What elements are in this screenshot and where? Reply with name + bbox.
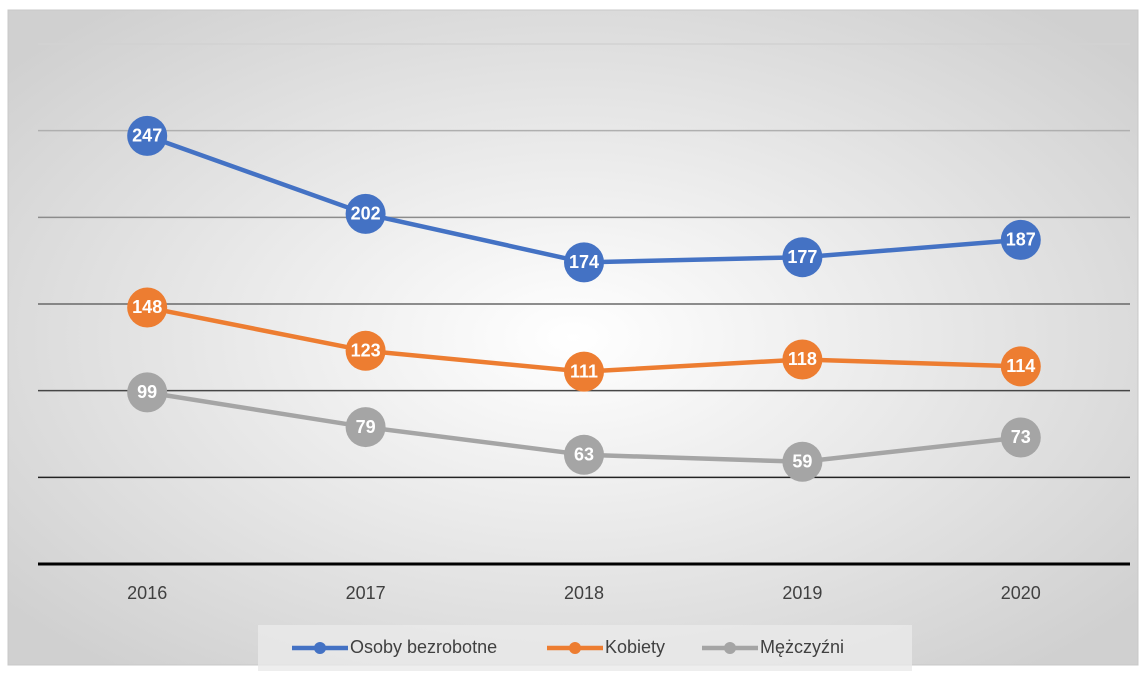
- data-point: [782, 441, 823, 482]
- data-label: 111: [570, 361, 598, 381]
- x-tick-label: 2018: [564, 583, 604, 603]
- data-point: [127, 115, 168, 156]
- legend-marker: [314, 642, 326, 654]
- data-point: [1000, 219, 1041, 260]
- data-point: [345, 193, 386, 234]
- legend-marker: [724, 642, 736, 654]
- data-label: 148: [132, 297, 162, 317]
- data-point: [345, 407, 386, 448]
- data-label: 187: [1006, 230, 1036, 250]
- legend-marker: [569, 642, 581, 654]
- data-label: 114: [1006, 356, 1035, 376]
- data-point: [127, 287, 168, 328]
- data-point: [564, 351, 604, 392]
- data-label: 177: [787, 247, 817, 267]
- data-point: [564, 434, 604, 475]
- data-point: [1000, 417, 1041, 458]
- data-label: 202: [351, 204, 381, 224]
- legend-label: Osoby bezrobotne: [350, 637, 497, 657]
- legend-label: Kobiety: [605, 637, 665, 657]
- data-point: [127, 372, 168, 413]
- legend-label: Mężczyźni: [760, 637, 844, 657]
- data-label: 99: [137, 382, 157, 402]
- chart-area: [7, 9, 1139, 666]
- data-point: [782, 339, 823, 380]
- data-point: [564, 242, 604, 283]
- data-label: 59: [792, 451, 812, 471]
- data-label: 123: [351, 341, 381, 361]
- data-label: 79: [356, 417, 376, 437]
- x-tick-label: 2019: [782, 583, 822, 603]
- data-label: 118: [788, 349, 817, 369]
- data-label: 247: [132, 126, 162, 146]
- data-point: [345, 330, 386, 371]
- data-label: 63: [574, 445, 594, 465]
- x-tick-label: 2016: [127, 583, 167, 603]
- data-label: 73: [1011, 427, 1031, 447]
- data-label: 174: [569, 252, 599, 272]
- x-tick-label: 2017: [346, 583, 386, 603]
- x-tick-label: 2020: [1001, 583, 1041, 603]
- data-point: [782, 237, 823, 278]
- data-point: [1000, 346, 1041, 387]
